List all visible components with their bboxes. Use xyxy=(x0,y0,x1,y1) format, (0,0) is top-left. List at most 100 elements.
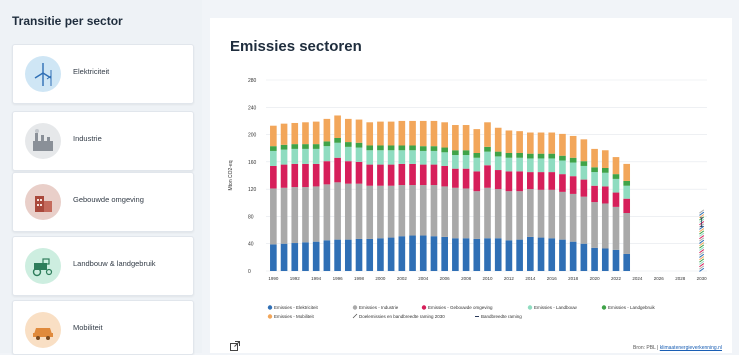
bar-segment xyxy=(559,239,566,271)
bar-segment xyxy=(419,120,427,147)
bar-segment xyxy=(591,148,598,168)
target-hatch xyxy=(699,256,705,261)
bar-segment xyxy=(398,163,406,186)
sector-card-landbouw[interactable]: Landbouw & landgebruik xyxy=(12,236,194,296)
y-tick-label: 80 xyxy=(248,214,254,220)
chart-title: Emissies sectoren xyxy=(230,38,362,55)
bar-segment xyxy=(569,157,577,163)
bar-segment xyxy=(430,146,438,151)
bar-segment xyxy=(419,164,427,186)
bar-segment xyxy=(537,153,545,159)
legend-label: Emissies - Industrie xyxy=(359,305,399,310)
bar-segment xyxy=(344,239,352,271)
bar-segment xyxy=(419,146,427,151)
target-hatch xyxy=(699,244,705,249)
bar-segment xyxy=(302,242,309,271)
bar-segment xyxy=(387,150,395,165)
sector-card-label: Gebouwde omgeving xyxy=(73,195,144,204)
bar-segment xyxy=(505,191,513,241)
bar-segment xyxy=(270,125,277,147)
bar-segment xyxy=(505,152,513,158)
bar-segment xyxy=(430,164,438,186)
sidebar: Transitie per sector Elektriciteit xyxy=(0,0,202,355)
sector-card-label: Industrie xyxy=(73,134,102,143)
bar-segment xyxy=(409,145,416,151)
x-tick-label: 1998 xyxy=(354,276,365,281)
sector-card-mobiliteit[interactable]: Mobiliteit xyxy=(12,300,194,355)
bar-segment xyxy=(484,187,491,239)
chart-panel: Emissies sectoren 0 40 80 120 160 200 240 280 Mt… xyxy=(210,18,732,353)
x-tick-label: 2022 xyxy=(611,276,622,281)
bar-segment xyxy=(484,238,491,271)
bar-segment xyxy=(537,158,545,173)
bar-segment xyxy=(291,148,299,164)
bar-segment xyxy=(537,172,545,190)
bar-segment xyxy=(505,171,513,192)
bar-segment xyxy=(516,171,523,192)
target-hatch xyxy=(699,228,705,233)
bar-segment xyxy=(302,163,309,188)
x-tick-label: 2024 xyxy=(632,276,643,281)
bar-segment xyxy=(569,193,577,242)
bar-segment xyxy=(548,132,556,154)
bar-segment xyxy=(302,144,309,149)
bar-segment xyxy=(302,148,309,164)
tractor-icon xyxy=(25,248,61,284)
external-link-icon[interactable] xyxy=(230,341,240,351)
bar-segment xyxy=(344,118,352,143)
sector-card-label: Landbouw & landgebruik xyxy=(73,259,156,268)
bar-segment xyxy=(527,158,534,173)
x-tick-label: 2000 xyxy=(375,276,386,281)
bar-segment xyxy=(601,172,609,187)
bar-segment xyxy=(323,146,331,162)
bar-segment xyxy=(441,122,448,148)
bar-segment xyxy=(559,174,566,192)
target-hatch xyxy=(699,246,705,251)
sector-card-label: Mobiliteit xyxy=(73,323,103,332)
sector-card-gebouwde-omgeving[interactable]: Gebouwde omgeving xyxy=(12,172,194,232)
x-tick-label: 2008 xyxy=(461,276,472,281)
bar-segment xyxy=(473,152,481,158)
bar-segment xyxy=(623,180,631,186)
bar-segment xyxy=(387,145,395,151)
bar-segment xyxy=(473,129,481,153)
bar-segment xyxy=(270,188,277,245)
bar-segment xyxy=(559,191,566,240)
bar-segment xyxy=(484,146,491,152)
bar-segment xyxy=(505,157,513,172)
x-tick-label: 2010 xyxy=(482,276,493,281)
x-tick-label: 2014 xyxy=(525,276,536,281)
bar-segment xyxy=(612,192,620,207)
sector-card-label: Elektriciteit xyxy=(73,67,110,76)
bar-segment xyxy=(591,247,598,271)
legend-label: Emissies - Landgebruik xyxy=(608,305,656,310)
bar-segment xyxy=(312,186,320,242)
bar-segment xyxy=(452,125,459,151)
legend-marker xyxy=(527,305,533,310)
x-tick-label: 2030 xyxy=(697,276,708,281)
x-tick-label: 2004 xyxy=(418,276,429,281)
source-link[interactable]: klimaatenergieverkenning.nl xyxy=(659,345,722,351)
x-tick-label: 1990 xyxy=(268,276,279,281)
legend-marker xyxy=(267,305,273,310)
bar-segment xyxy=(527,153,534,159)
bar-segment xyxy=(291,187,299,244)
bar-segment xyxy=(473,238,481,271)
target-hatch xyxy=(699,230,705,235)
sector-card-elektriciteit[interactable]: Elektriciteit xyxy=(12,44,194,104)
bar-segment xyxy=(537,132,545,154)
bar-segment xyxy=(601,203,609,249)
bar-segment xyxy=(473,171,481,192)
target-hatch xyxy=(699,232,705,237)
bar-segment xyxy=(580,243,588,271)
target-hatch xyxy=(699,251,705,256)
legend-label: Bandbreedte raming xyxy=(481,314,522,319)
bar-segment xyxy=(377,185,384,239)
target-hatch xyxy=(699,211,705,216)
y-tick-label: 0 xyxy=(248,269,251,275)
bar-segment xyxy=(323,141,331,147)
bar-segment xyxy=(344,142,352,147)
bar-segment xyxy=(409,185,416,236)
sector-card-industrie[interactable]: Industrie xyxy=(12,111,194,171)
bar-segment xyxy=(334,182,341,240)
